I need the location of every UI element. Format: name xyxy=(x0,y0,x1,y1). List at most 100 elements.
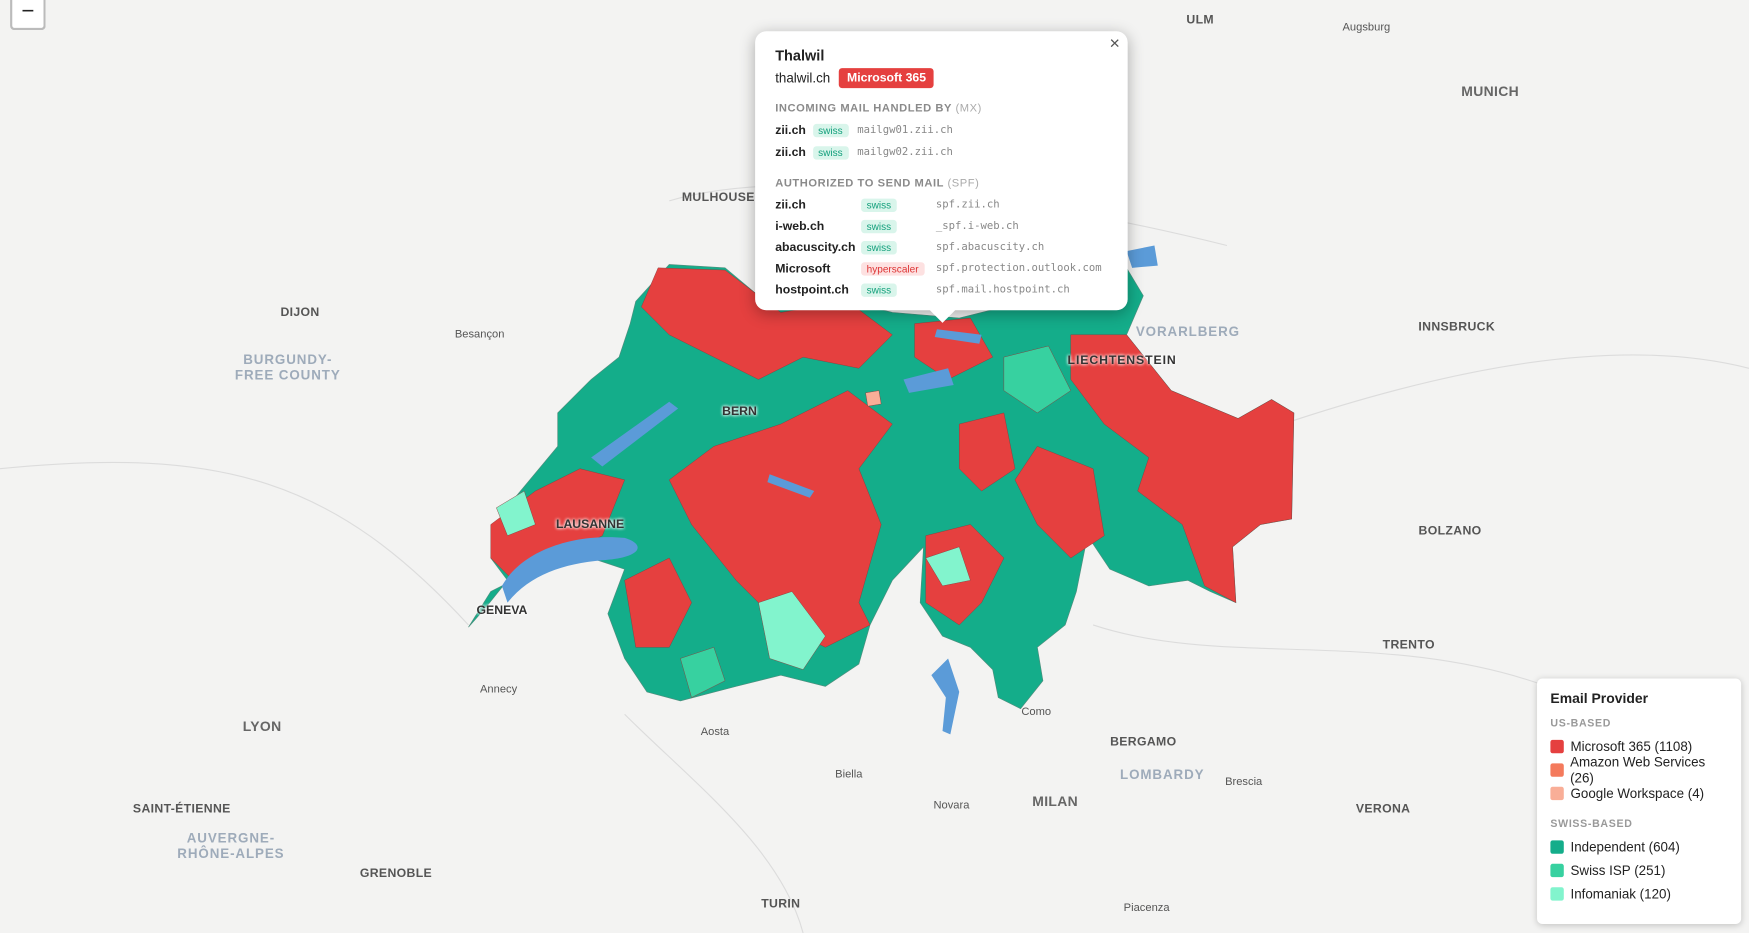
map-label: DIJON xyxy=(280,305,320,320)
map-label: VERONA xyxy=(1355,802,1411,816)
map-label: MILAN xyxy=(1032,793,1079,810)
legend-groups: US-BASED Microsoft 365 (1108) Amazon Web S… xyxy=(1550,718,1727,905)
map-label: TURIN xyxy=(761,897,801,911)
map-label: LAUSANNE xyxy=(555,517,625,532)
map-label: FREE COUNTY xyxy=(234,367,341,383)
map-label: LYON xyxy=(242,718,282,735)
sender-name: zii.ch xyxy=(775,198,806,212)
map-label: TRENTO xyxy=(1382,638,1435,652)
legend-item: Google Workspace (4) xyxy=(1550,781,1727,804)
sender-host: spf.mail.hostpoint.ch xyxy=(935,283,1070,296)
lake xyxy=(767,474,815,498)
legend-item: Swiss ISP (251) xyxy=(1550,858,1727,881)
server-name: zii.ch xyxy=(775,123,806,137)
mx-list: zii.ch swiss mailgw01.zii.ch zii.ch swiss mai… xyxy=(775,119,1107,163)
region-patch xyxy=(496,490,536,536)
mx-row: zii.ch swiss mailgw02.zii.ch xyxy=(775,142,1107,163)
legend-heading: US-BASED xyxy=(1550,717,1612,730)
region-patch xyxy=(1070,334,1295,604)
close-button[interactable]: × xyxy=(1109,34,1120,54)
map-label: RHÔNE-ALPES xyxy=(177,845,285,862)
heading-text: AUTHORIZED TO SEND MAIL xyxy=(775,177,944,190)
base-borders xyxy=(0,184,1749,933)
region-patch xyxy=(914,317,994,380)
domain-row: thalwil.ch Microsoft 365 xyxy=(775,68,1107,89)
server-tag: swiss xyxy=(812,123,849,137)
map-label: Besançon xyxy=(454,328,505,341)
map-label: ULM xyxy=(1186,13,1214,27)
sender-tag: swiss xyxy=(861,240,897,254)
map-label: MULHOUSE xyxy=(681,190,755,205)
region-patch xyxy=(959,412,1016,492)
lake xyxy=(501,537,638,603)
heading-tag: (SPF) xyxy=(947,177,980,190)
lake xyxy=(591,401,679,467)
sender-name: abacuscity.ch xyxy=(775,240,856,254)
legend-label: Swiss ISP (251) xyxy=(1570,862,1666,878)
map-label: VORARLBERG xyxy=(1135,323,1240,340)
map-label: Annecy xyxy=(479,683,518,696)
map-label: SAINT-ÉTIENNE xyxy=(132,802,231,816)
region-patch xyxy=(490,468,625,581)
legend-item: Independent (604) xyxy=(1550,835,1727,858)
border xyxy=(0,184,1749,933)
region-patch xyxy=(865,390,882,407)
region-patch xyxy=(680,646,726,698)
map-label: Brescia xyxy=(1225,776,1263,789)
sender-tag: swiss xyxy=(861,198,897,212)
lakes xyxy=(501,245,1158,735)
mx-heading: INCOMING MAIL HANDLED BY (MX) xyxy=(775,103,1107,115)
map-label: GENEVA xyxy=(476,603,528,618)
map-label: LIECHTENSTEIN xyxy=(1067,353,1177,368)
region-patch xyxy=(668,390,893,648)
domain: thalwil.ch xyxy=(775,70,831,86)
legend-item: Infomaniak (120) xyxy=(1550,882,1727,905)
spf-row: zii.ch swiss spf.zii.ch xyxy=(775,194,1107,215)
sender-host: spf.abacuscity.ch xyxy=(935,241,1045,254)
region-patch xyxy=(925,546,971,587)
map-label: Aosta xyxy=(700,725,730,739)
spf-list: zii.ch swiss spf.zii.ch i-web.ch swiss _spf.i… xyxy=(775,194,1107,300)
sender-tag: swiss xyxy=(861,282,897,297)
spf-row: Microsoft hyperscaler spf.protection.outlo… xyxy=(775,258,1107,279)
legend-swatch xyxy=(1550,762,1564,777)
sender-name: hostpoint.ch xyxy=(775,282,849,297)
map-label: Piacenza xyxy=(1123,902,1170,915)
region-patch xyxy=(758,591,826,670)
map-label: Augsburg xyxy=(1342,21,1391,35)
sender-name: i-web.ch xyxy=(775,219,825,233)
legend-label: Microsoft 365 (1108) xyxy=(1570,738,1693,754)
map-label: Como xyxy=(1021,705,1052,719)
region-patch xyxy=(1014,446,1105,559)
lake xyxy=(1126,245,1158,268)
popup-title: Thalwil xyxy=(775,46,825,64)
spf-heading: AUTHORIZED TO SEND MAIL (SPF) xyxy=(775,177,1107,189)
legend-swatch xyxy=(1550,863,1564,877)
sender-name: Microsoft xyxy=(775,261,831,276)
legend-heading: SWISS-BASED xyxy=(1550,818,1633,831)
map-label: INNSBRUCK xyxy=(1418,320,1496,334)
legend-swatch xyxy=(1550,839,1564,854)
sender-tag: hyperscaler xyxy=(861,261,925,276)
map-label: BURGUNDY- xyxy=(243,351,333,368)
lake xyxy=(931,658,960,735)
legend-swatch xyxy=(1550,739,1564,753)
server-host: mailgw01.zii.ch xyxy=(857,123,953,137)
zoom-out-button[interactable]: − xyxy=(10,0,46,31)
spf-row: i-web.ch swiss _spf.i-web.ch xyxy=(775,215,1107,236)
spf-row: hostpoint.ch swiss spf.mail.hostpoint.ch xyxy=(775,279,1107,300)
sender-host: spf.zii.ch xyxy=(935,198,1000,211)
server-tag: swiss xyxy=(812,145,849,160)
region-patch xyxy=(624,557,692,648)
legend: Email Provider US-BASED Microsoft 365 (11… xyxy=(1537,678,1742,925)
legend-label: Independent (604) xyxy=(1570,838,1680,855)
sender-host: _spf.i-web.ch xyxy=(935,219,1019,233)
sender-host: spf.protection.outlook.com xyxy=(935,262,1102,275)
mx-row: zii.ch swiss mailgw01.zii.ch xyxy=(775,119,1107,140)
heading-tag: (MX) xyxy=(955,102,982,115)
map-label: BERGAMO xyxy=(1110,735,1177,749)
map-label: LOMBARDY xyxy=(1120,766,1205,783)
legend-title: Email Provider xyxy=(1550,690,1649,707)
